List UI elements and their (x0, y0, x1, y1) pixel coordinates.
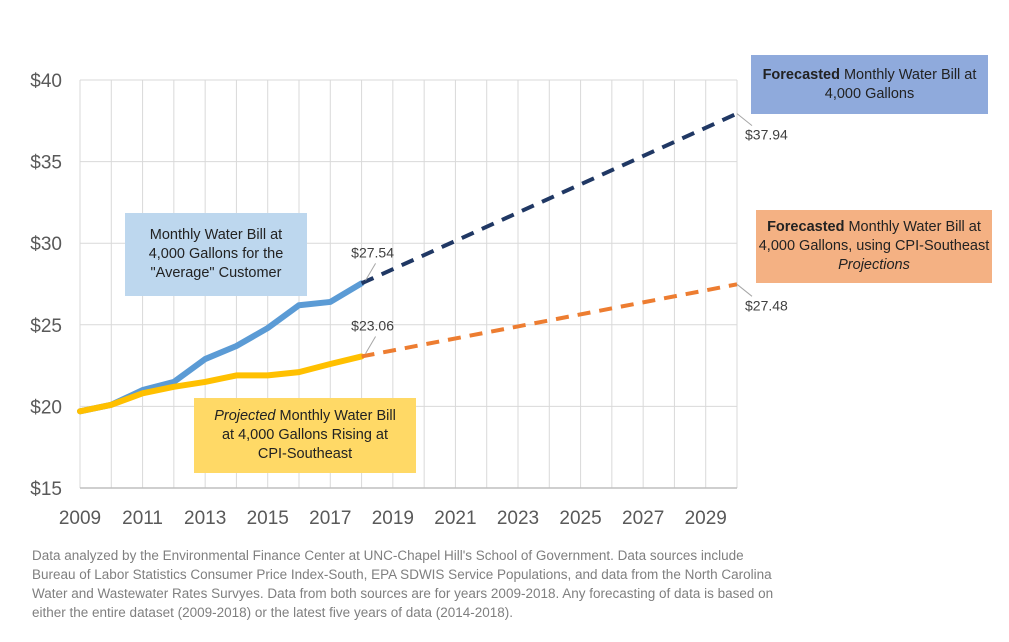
average-bill-label-text: Monthly Water Bill at 4,000 Gallons for … (148, 227, 284, 281)
series-average-point (233, 343, 240, 349)
series-projected_cpi-point (171, 384, 177, 390)
series-projected_cpi-point (296, 369, 302, 375)
y-tick-label: $40 (30, 71, 62, 92)
x-tick-label: 2013 (184, 508, 226, 529)
x-tick-label: 2009 (59, 508, 101, 529)
x-tick-label: 2011 (122, 508, 163, 529)
projected-label-text: Monthly Water Bill at 4,000 Gallons Risi… (221, 408, 396, 462)
data-label: $37.94 (745, 127, 788, 143)
projected-label-italic: Projected (214, 408, 276, 424)
y-tick-label: $30 (30, 234, 62, 255)
series-average-point (171, 379, 177, 385)
cpi-forecast-label-italic: Projections (838, 257, 910, 273)
forecast-label-box: Forecasted Monthly Water Bill at 4,000 G… (751, 55, 988, 114)
series-projected_cpi-line (77, 353, 365, 415)
series-average-point (327, 299, 333, 305)
y-tick-label: $25 (30, 316, 62, 337)
footnote-text: Data analyzed by the Environmental Finan… (32, 548, 774, 620)
x-tick-label: 2019 (372, 508, 414, 529)
series-projected_cpi-point (108, 402, 114, 408)
series-projected_cpi-point (77, 408, 83, 414)
series-forecast-line (360, 111, 738, 286)
series-average-point (296, 302, 302, 308)
data-label: $23.06 (351, 317, 394, 333)
x-tick-label: 2023 (497, 508, 539, 529)
y-tick-label: $35 (30, 153, 62, 174)
projected-cpi-label-box: Projected Monthly Water Bill at 4,000 Ga… (194, 398, 416, 473)
data-label: $27.48 (745, 297, 788, 313)
series-projected_cpi-point (139, 390, 146, 396)
series-forecast_cpi-line (361, 282, 738, 359)
cpi-forecast-label-box: Forecasted Monthly Water Bill at 4,000 G… (756, 210, 992, 283)
annotation-leader (736, 113, 753, 127)
series-average-point (265, 325, 271, 331)
x-tick-label: 2029 (685, 508, 727, 529)
average-bill-label-box: Monthly Water Bill at 4,000 Gallons for … (125, 213, 307, 296)
data-label: $27.54 (351, 244, 394, 260)
x-tick-label: 2021 (434, 508, 476, 529)
annotation-leader (365, 263, 377, 281)
forecast-label-bold: Forecasted (762, 66, 840, 83)
forecast-label-text: Monthly Water Bill at 4,000 Gallons (824, 66, 977, 102)
x-tick-label: 2027 (622, 508, 664, 529)
y-tick-label: $15 (30, 479, 62, 500)
series-projected_cpi-point (202, 379, 208, 385)
cpi-forecast-label-text: Monthly Water Bill at 4,000 Gallons, usi… (758, 219, 990, 254)
series-average-point (202, 356, 208, 362)
series-projected_cpi-point (327, 361, 333, 367)
cpi-forecast-label-bold: Forecasted (767, 219, 845, 235)
x-tick-label: 2017 (309, 508, 351, 529)
annotation-leader (736, 283, 753, 297)
y-tick-label: $20 (30, 397, 62, 418)
series-average-line (77, 280, 365, 415)
series-projected_cpi-point (233, 372, 240, 378)
series-projected_cpi-point (265, 372, 271, 378)
x-tick-label: 2025 (559, 508, 601, 529)
x-tick-label: 2015 (247, 508, 289, 529)
annotation-leader (365, 336, 377, 354)
